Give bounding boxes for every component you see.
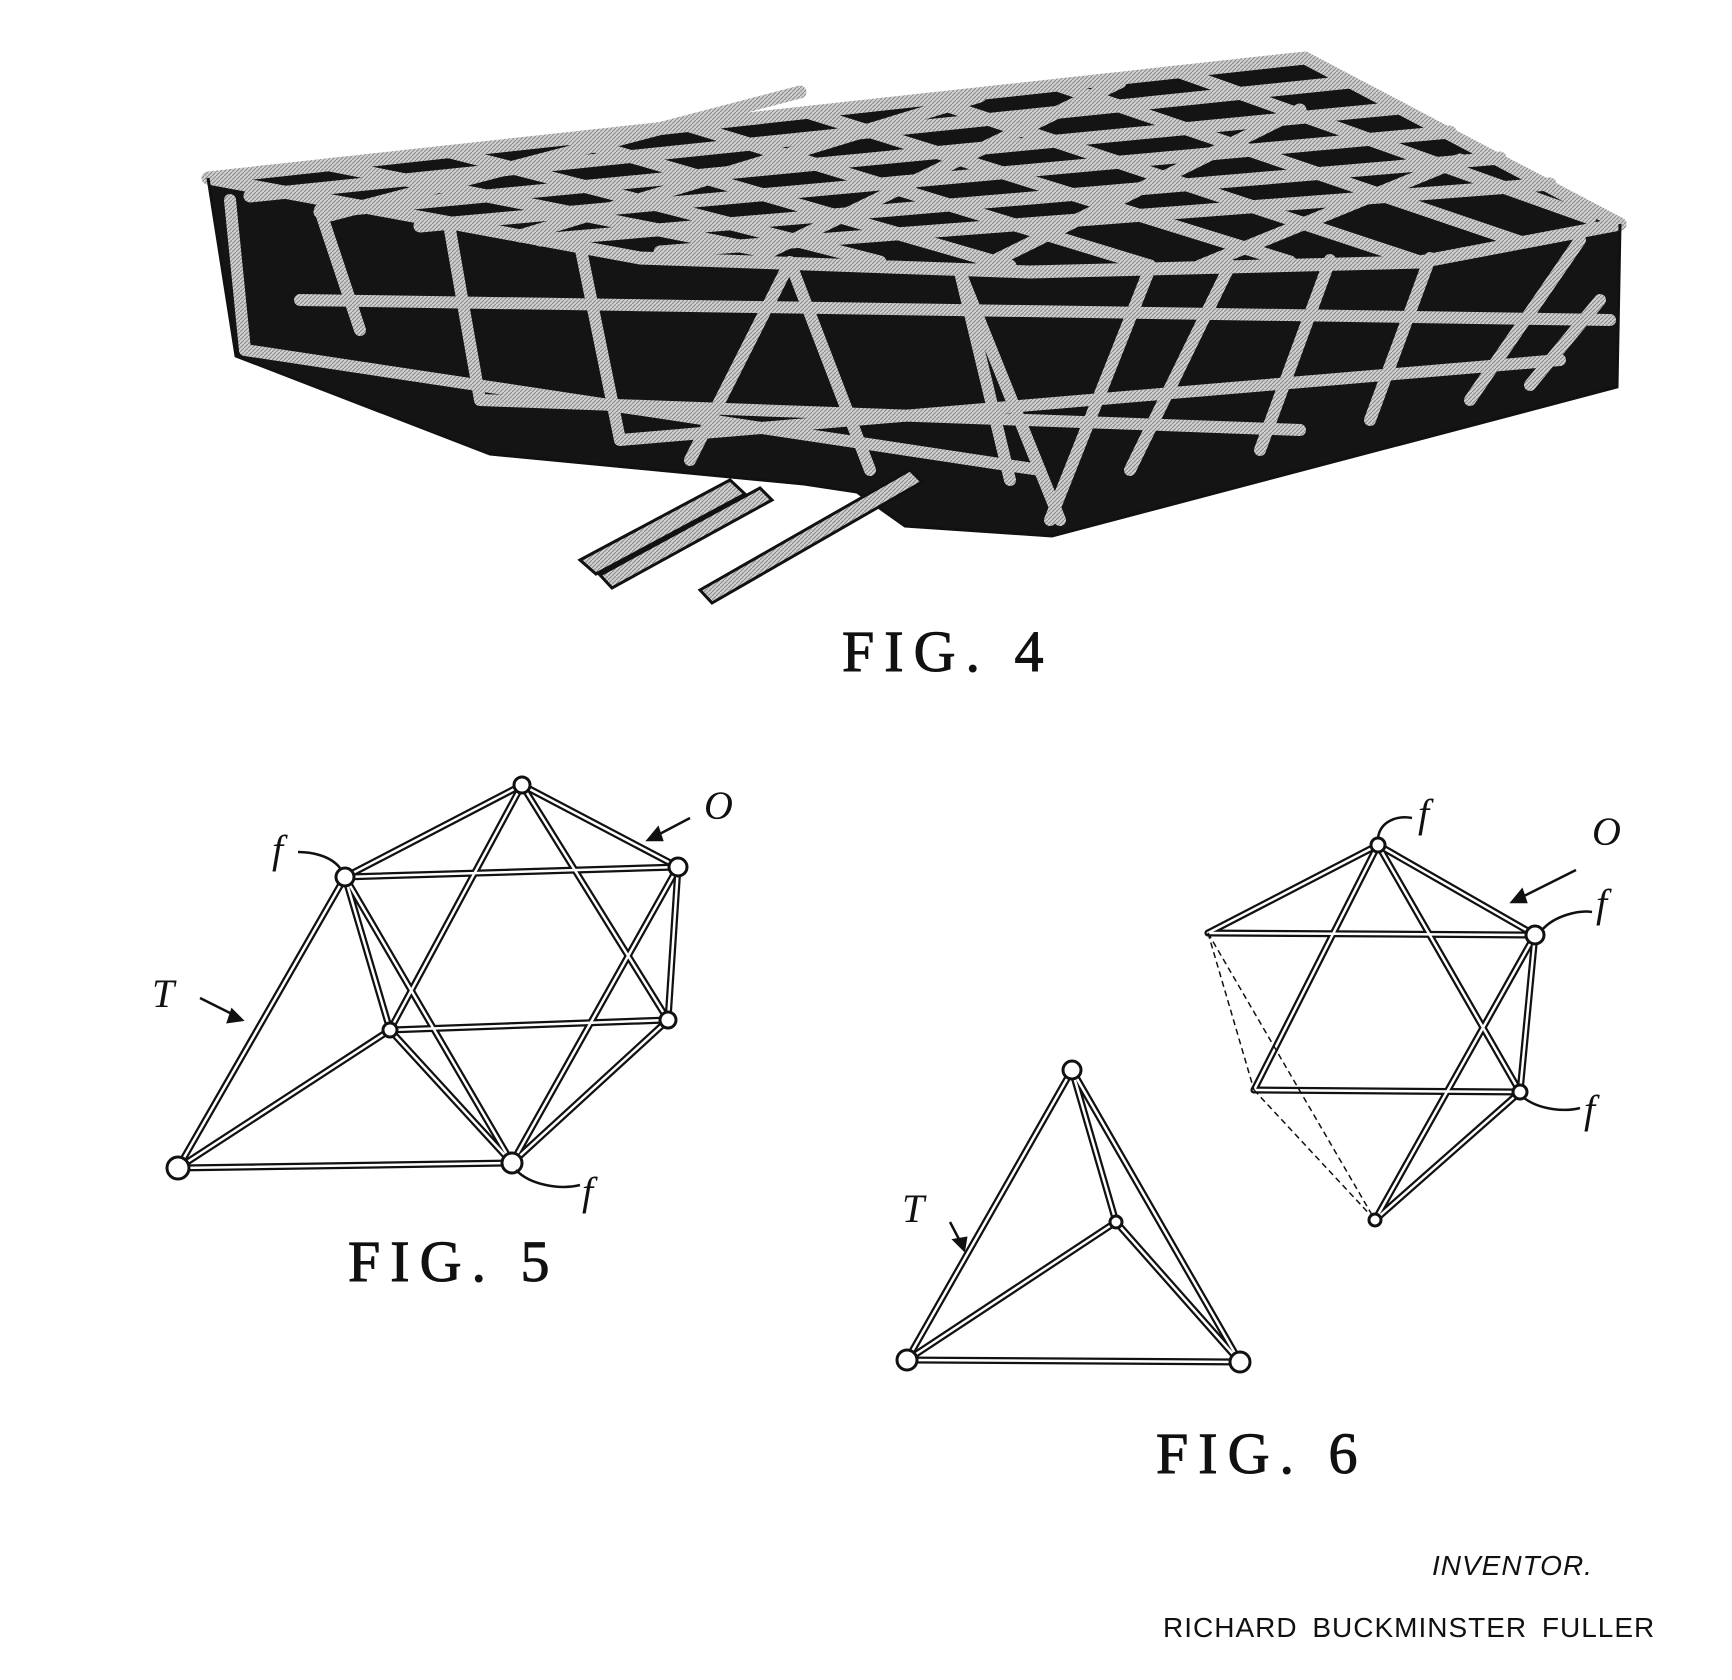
fig5-caption: FIG. 5 <box>347 1229 560 1295</box>
fig6-octahedron-label: O <box>1592 809 1621 854</box>
fig5-tetrahedron-label: T <box>152 971 175 1016</box>
fig6-caption: FIG. 6 <box>1155 1421 1368 1487</box>
inventor-name: RICHARD BUCKMINSTER FULLER <box>1163 1612 1656 1643</box>
fig6-tetrahedron-label: T <box>902 1186 925 1231</box>
fig6-face-label-bottom: f <box>1584 1087 1596 1132</box>
fig6-face-label-top: f <box>1418 791 1430 836</box>
inventor-heading: INVENTOR. <box>1432 1550 1593 1581</box>
fig5-octahedron-label: O <box>704 783 733 828</box>
fig5-face-label-top: f <box>272 827 284 872</box>
fig6-face-label-right: f <box>1596 881 1608 926</box>
fig4-caption: FIG. 4 <box>841 619 1054 685</box>
fig5-face-label-bottom: f <box>582 1169 594 1214</box>
